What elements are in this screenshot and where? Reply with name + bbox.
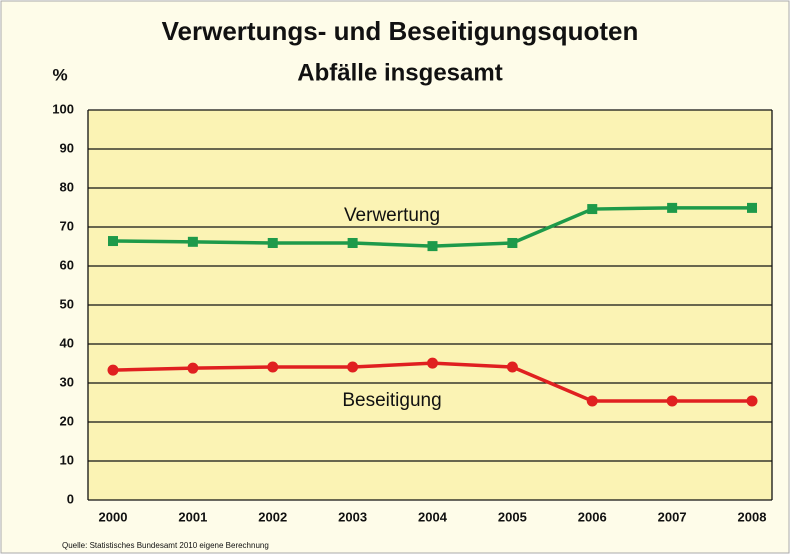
marker — [187, 236, 198, 247]
series-label: Verwertung — [344, 205, 440, 226]
marker — [506, 361, 518, 373]
y-tick-label: 30 — [60, 374, 74, 389]
x-tick-label: 2000 — [99, 509, 128, 524]
x-tick-label: 2008 — [738, 509, 767, 524]
y-tick-label: 40 — [60, 335, 74, 350]
marker — [108, 236, 118, 247]
marker — [586, 395, 598, 407]
y-tick-label: 10 — [60, 452, 74, 467]
y-tick-label: 100 — [52, 101, 74, 116]
source-note: Quelle: Statistisches Bundesamt 2010 eig… — [62, 541, 269, 550]
y-tick-label: 90 — [60, 140, 74, 155]
x-tick-label: 2007 — [658, 509, 687, 524]
marker — [427, 241, 438, 252]
marker — [187, 362, 199, 374]
y-tick-label: 80 — [60, 179, 74, 194]
marker — [746, 395, 758, 407]
chart-title: Verwertungs- und Beseitigungsquoten — [162, 16, 639, 46]
series-label: Beseitigung — [342, 390, 441, 411]
y-tick-label: 0 — [67, 491, 74, 506]
marker — [507, 237, 518, 248]
y-tick-label: 50 — [60, 296, 74, 311]
marker — [267, 361, 279, 373]
marker — [347, 361, 359, 373]
marker — [107, 364, 119, 376]
marker — [347, 237, 358, 248]
marker — [667, 202, 678, 213]
y-tick-label: 70 — [60, 218, 74, 233]
marker — [267, 237, 278, 248]
y-axis-label: % — [52, 65, 67, 84]
marker — [427, 357, 438, 369]
x-tick-label: 2003 — [338, 509, 367, 524]
x-tick-label: 2004 — [418, 509, 448, 524]
chart-subtitle: Abfälle insgesamt — [297, 59, 502, 86]
marker — [666, 395, 678, 407]
x-tick-label: 2006 — [578, 509, 607, 524]
x-tick-label: 2005 — [498, 509, 527, 524]
y-tick-label: 20 — [60, 413, 74, 428]
y-tick-label: 60 — [60, 257, 74, 272]
x-tick-label: 2002 — [258, 509, 287, 524]
x-tick-label: 2001 — [178, 509, 207, 524]
marker — [587, 204, 598, 215]
marker — [747, 202, 757, 213]
